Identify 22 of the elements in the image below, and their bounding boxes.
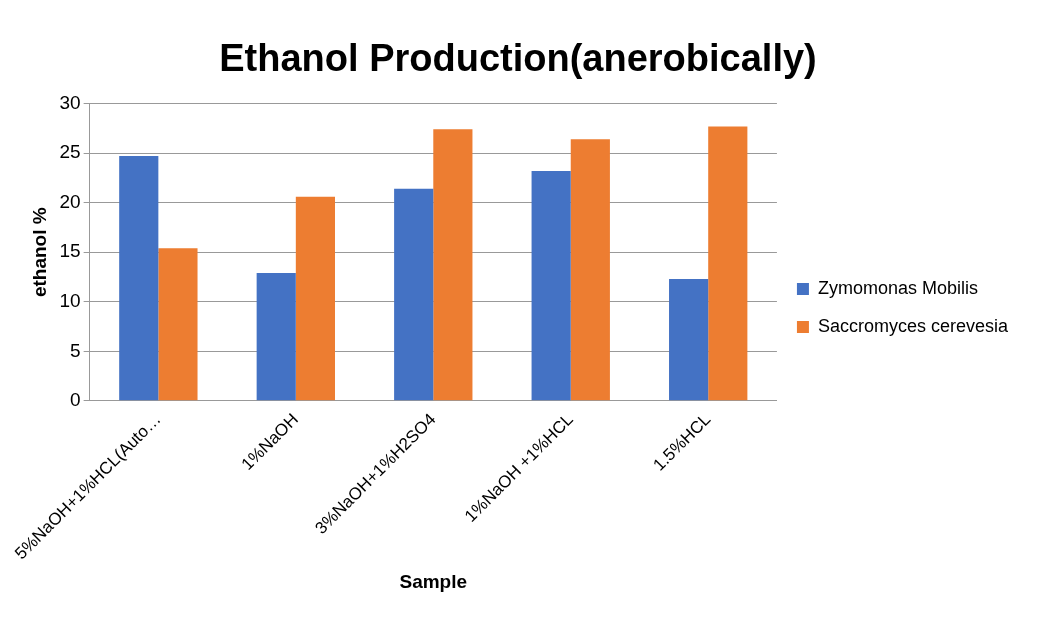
y-tick-label: 30 [59,91,81,113]
bar [669,278,709,401]
y-tick-label: 10 [59,289,81,311]
legend-label: Zymomonas Mobilis [817,277,978,298]
bar [531,170,571,401]
bar [433,129,473,401]
bar [394,188,434,401]
chart-title: Ethanol Production(anerobically) [219,37,817,80]
y-tick-label: 0 [70,389,81,411]
legend-label: Saccromyces cerevesia [817,315,1009,336]
y-tick-label: 20 [59,190,81,212]
y-tick-label: 5 [70,339,81,361]
x-axis-title: Sample [399,570,468,592]
bar [570,139,610,401]
y-tick-label: 25 [59,141,81,163]
bar [119,156,159,401]
bar [708,126,748,401]
y-axis-title: ethanol % [29,207,51,298]
y-tick-label: 15 [59,240,81,262]
bar [256,273,296,401]
bar [295,196,335,401]
bar [158,248,198,401]
